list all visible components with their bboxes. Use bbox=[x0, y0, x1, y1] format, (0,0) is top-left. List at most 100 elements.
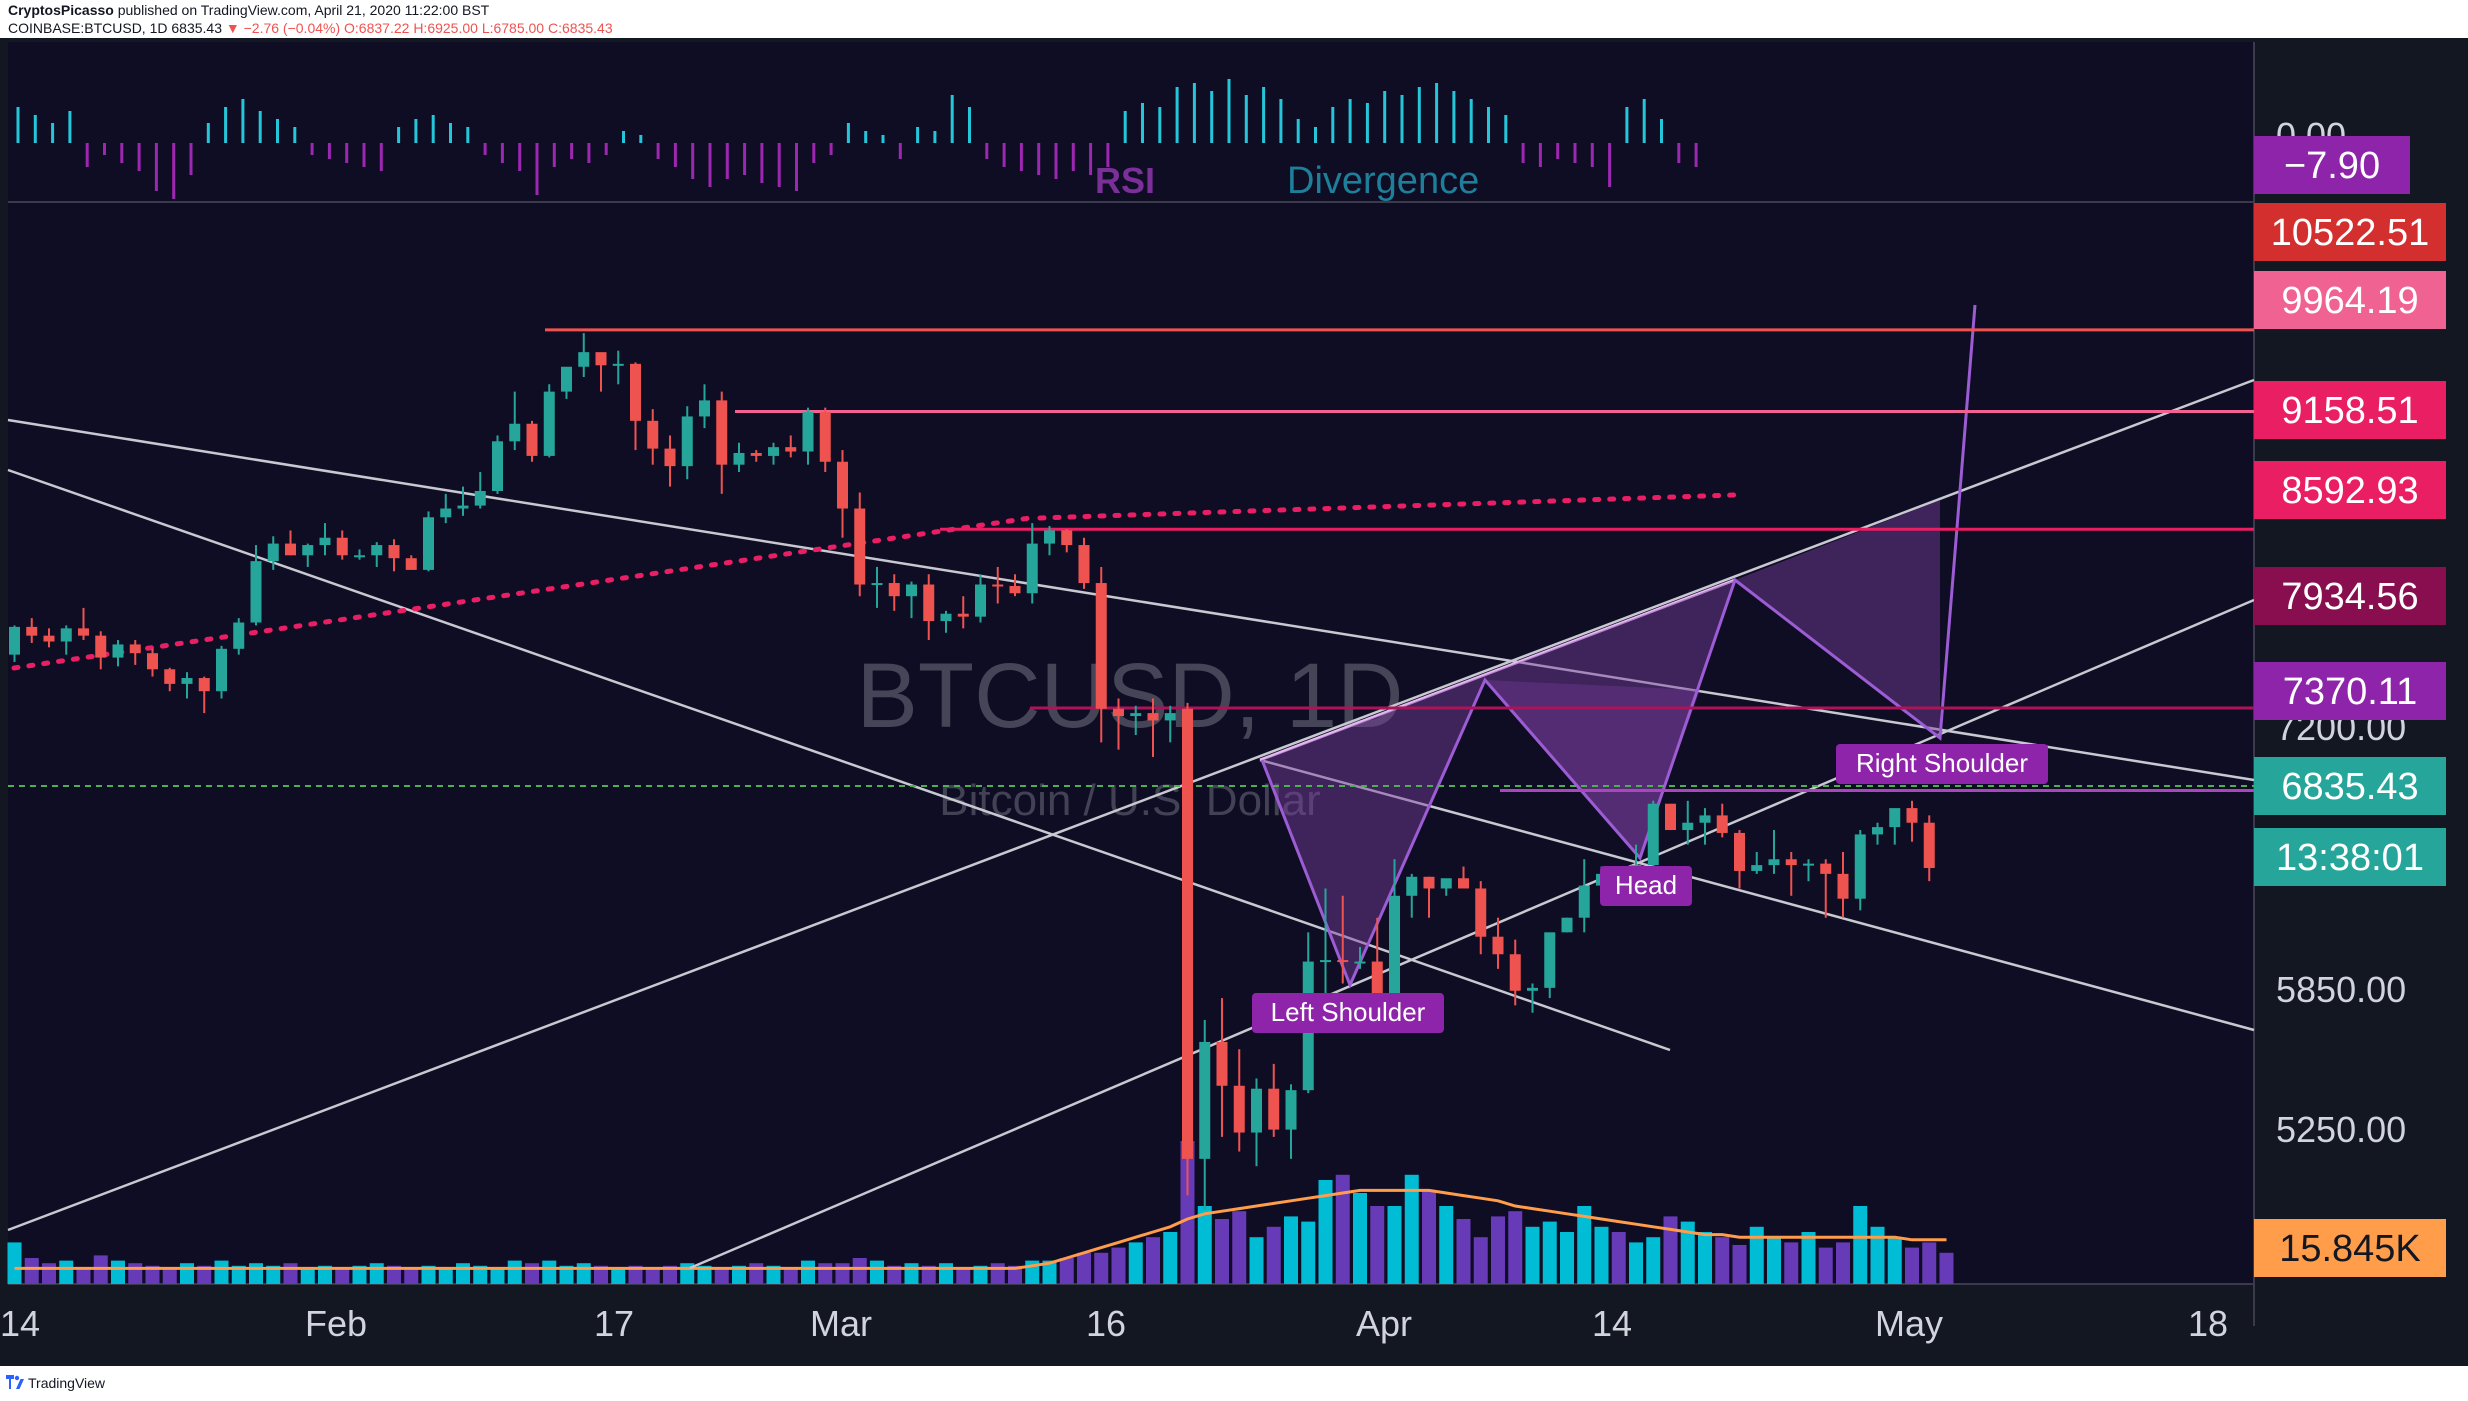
candle-body[interactable] bbox=[319, 537, 331, 546]
candle-body[interactable] bbox=[1044, 530, 1055, 544]
candle-body[interactable] bbox=[888, 583, 900, 597]
candle-body[interactable] bbox=[1078, 545, 1090, 584]
candle-body[interactable] bbox=[716, 400, 728, 465]
candle-body[interactable] bbox=[595, 352, 607, 366]
candle-body[interactable] bbox=[768, 447, 779, 456]
candle-body[interactable] bbox=[1699, 815, 1711, 823]
candle-body[interactable] bbox=[285, 543, 296, 556]
candle-body[interactable] bbox=[492, 441, 503, 491]
candle-body[interactable] bbox=[1371, 961, 1383, 1009]
candle-body[interactable] bbox=[1544, 932, 1556, 988]
candle-body[interactable] bbox=[1233, 1085, 1245, 1133]
candle-body[interactable] bbox=[923, 584, 935, 622]
candle-body[interactable] bbox=[1389, 895, 1400, 1009]
candle-body[interactable] bbox=[1354, 961, 1366, 964]
candle-body[interactable] bbox=[250, 561, 262, 623]
candle-body[interactable] bbox=[1889, 808, 1901, 828]
candle-body[interactable] bbox=[750, 452, 762, 456]
price-tag[interactable] bbox=[2254, 381, 2446, 439]
candle-body[interactable] bbox=[819, 412, 831, 462]
candle-body[interactable] bbox=[164, 669, 176, 684]
candle-body[interactable] bbox=[336, 537, 348, 556]
candle-body[interactable] bbox=[1803, 863, 1814, 866]
candle-body[interactable] bbox=[1665, 803, 1676, 831]
candle-body[interactable] bbox=[612, 363, 624, 366]
price-tag[interactable] bbox=[2254, 271, 2446, 329]
candle-body[interactable] bbox=[630, 363, 641, 421]
candle-body[interactable] bbox=[854, 508, 866, 585]
candle-body[interactable] bbox=[561, 366, 572, 392]
candle-body[interactable] bbox=[733, 452, 745, 465]
candle-body[interactable] bbox=[267, 543, 279, 562]
candle-body[interactable] bbox=[423, 517, 434, 570]
candle-body[interactable] bbox=[1561, 917, 1573, 933]
candle-body[interactable] bbox=[1768, 859, 1780, 866]
candle-body[interactable] bbox=[1440, 878, 1452, 889]
candle-body[interactable] bbox=[354, 555, 365, 558]
candle-body[interactable] bbox=[975, 584, 986, 617]
candle-body[interactable] bbox=[1578, 885, 1590, 918]
price-tag[interactable] bbox=[2254, 567, 2446, 625]
candle-body[interactable] bbox=[940, 613, 952, 622]
price-tag[interactable] bbox=[2254, 757, 2446, 815]
candle-body[interactable] bbox=[1751, 865, 1763, 871]
author-name[interactable]: CryptosPicasso bbox=[8, 2, 114, 18]
candle-body[interactable] bbox=[1820, 863, 1832, 874]
candle-body[interactable] bbox=[1061, 530, 1073, 546]
candle-body[interactable] bbox=[906, 584, 917, 597]
candle-body[interactable] bbox=[440, 508, 452, 518]
candle-body[interactable] bbox=[474, 490, 486, 506]
candle-body[interactable] bbox=[1182, 708, 1193, 1159]
price-axis[interactable]: 7200.005850.005250.000.0010522.519964.19… bbox=[2254, 115, 2446, 1277]
candle-body[interactable] bbox=[1492, 936, 1504, 955]
candle-body[interactable] bbox=[681, 416, 693, 467]
candle-body[interactable] bbox=[785, 447, 797, 452]
price-tag[interactable] bbox=[2254, 203, 2446, 261]
candle-body[interactable] bbox=[1009, 585, 1021, 594]
candle-body[interactable] bbox=[405, 558, 417, 570]
candle-body[interactable] bbox=[1475, 888, 1487, 937]
candle-body[interactable] bbox=[543, 391, 555, 456]
candle-body[interactable] bbox=[216, 648, 227, 692]
candle-body[interactable] bbox=[147, 653, 158, 670]
candle-body[interactable] bbox=[1130, 713, 1142, 717]
candle-body[interactable] bbox=[1423, 876, 1435, 889]
candle-body[interactable] bbox=[1527, 987, 1538, 991]
candle-body[interactable] bbox=[1854, 834, 1866, 899]
candle-body[interactable] bbox=[233, 622, 245, 649]
candle-body[interactable] bbox=[1113, 708, 1124, 717]
candle-body[interactable] bbox=[1026, 543, 1038, 594]
candle-body[interactable] bbox=[1268, 1088, 1280, 1130]
candle-body[interactable] bbox=[837, 461, 848, 509]
candle-body[interactable] bbox=[1147, 713, 1159, 721]
candle-body[interactable] bbox=[1716, 815, 1728, 833]
candle-body[interactable] bbox=[1320, 960, 1331, 963]
candle-body[interactable] bbox=[181, 678, 193, 684]
candle-body[interactable] bbox=[43, 635, 55, 642]
candle-body[interactable] bbox=[1785, 859, 1797, 866]
candle-body[interactable] bbox=[992, 584, 1004, 587]
candle-body[interactable] bbox=[60, 628, 72, 642]
candle-body[interactable] bbox=[1734, 832, 1745, 871]
candle-body[interactable] bbox=[198, 678, 210, 692]
candle-body[interactable] bbox=[1458, 878, 1469, 889]
candle-body[interactable] bbox=[664, 448, 676, 467]
candle-body[interactable] bbox=[802, 412, 814, 452]
candle-body[interactable] bbox=[957, 613, 969, 617]
candle-body[interactable] bbox=[371, 545, 383, 556]
candle-body[interactable] bbox=[1647, 803, 1659, 866]
candle-body[interactable] bbox=[1682, 822, 1694, 831]
candle-body[interactable] bbox=[78, 628, 89, 636]
candle-body[interactable] bbox=[1095, 583, 1107, 709]
candle-body[interactable] bbox=[112, 644, 124, 658]
candle-body[interactable] bbox=[1337, 960, 1349, 963]
candle-body[interactable] bbox=[1406, 876, 1418, 896]
candle-body[interactable] bbox=[509, 423, 521, 442]
candle-body[interactable] bbox=[1285, 1090, 1297, 1130]
candle-body[interactable] bbox=[457, 505, 469, 509]
candle-body[interactable] bbox=[9, 626, 20, 655]
candle-body[interactable] bbox=[578, 352, 590, 367]
price-tag[interactable] bbox=[2254, 461, 2446, 519]
candle-body[interactable] bbox=[1923, 822, 1935, 869]
